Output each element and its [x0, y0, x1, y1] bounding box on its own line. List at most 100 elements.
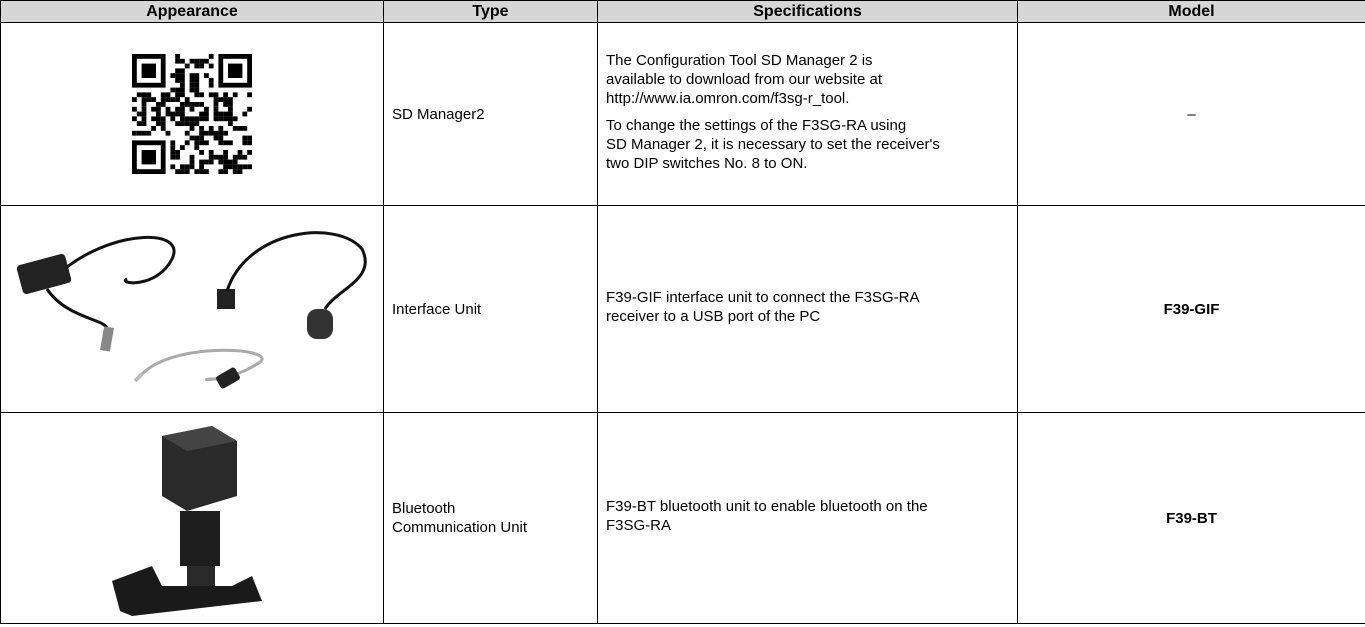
- qr-module: [223, 164, 228, 170]
- spec-paragraph: To change the settings of the F3SG-RA us…: [606, 116, 1009, 173]
- qr-module: [199, 169, 204, 174]
- qr-module: [180, 68, 185, 74]
- qr-module: [199, 130, 204, 136]
- qr-module: [208, 78, 214, 83]
- qr-module: [213, 154, 219, 160]
- qr-module: [136, 111, 142, 117]
- qr-module: [199, 102, 204, 107]
- qr-module: [160, 116, 166, 122]
- qr-module: [247, 140, 252, 146]
- qr-module: [247, 164, 252, 170]
- qr-module: [165, 97, 171, 102]
- qr-module: [170, 116, 176, 122]
- qr-module: [223, 111, 228, 117]
- qr-module: [136, 121, 142, 126]
- qr-module: [223, 92, 228, 98]
- qr-module: [194, 58, 200, 64]
- qr-module: [223, 102, 228, 107]
- qr-module: [189, 87, 195, 93]
- qr-module: [199, 58, 204, 64]
- qr-module: [228, 63, 243, 78]
- qr-module: [156, 102, 161, 107]
- qr-module: [208, 82, 214, 88]
- qr-module: [199, 111, 204, 117]
- qr-module: [180, 78, 185, 83]
- qr-module: [199, 116, 204, 122]
- qr-module: [180, 73, 185, 78]
- qr-module: [199, 92, 204, 98]
- qr-module: [170, 164, 176, 170]
- qr-module: [208, 126, 214, 131]
- qr-module: [228, 116, 233, 122]
- qr-module: [194, 169, 200, 174]
- qr-module: [232, 159, 238, 165]
- qr-module: [175, 169, 180, 174]
- qr-module: [175, 154, 180, 160]
- qr-module: [213, 92, 219, 98]
- qr-module: [218, 159, 224, 165]
- spec-paragraph: The Configuration Tool SD Manager 2 is av…: [606, 51, 1009, 108]
- type-cell: Interface Unit: [383, 205, 598, 413]
- spec-line: F39-GIF interface unit to connect the F3…: [606, 289, 920, 306]
- qr-module: [232, 92, 238, 98]
- spec-line: The Configuration Tool SD Manager 2 is: [606, 52, 873, 69]
- qr-module: [189, 78, 195, 83]
- qr-module: [170, 73, 176, 78]
- qr-module: [204, 73, 209, 78]
- qr-module: [189, 154, 195, 160]
- qr-module: [189, 159, 195, 165]
- qr-module: [160, 126, 166, 131]
- qr-module: [132, 130, 137, 136]
- qr-module: [204, 116, 209, 122]
- qr-module: [170, 150, 176, 155]
- qr-module: [151, 116, 156, 122]
- qr-module: [175, 111, 180, 117]
- qr-module: [180, 111, 185, 117]
- qr-module: [194, 145, 200, 150]
- qr-module: [170, 97, 176, 102]
- qr-module: [194, 78, 200, 83]
- appearance-cell: [0, 22, 384, 206]
- qr-module: [242, 154, 248, 160]
- qr-module: [146, 97, 152, 102]
- qr-module: [189, 82, 195, 88]
- qr-module: [247, 106, 252, 112]
- qr-module: [184, 169, 190, 174]
- qr-module: [184, 130, 190, 136]
- qr-module: [232, 116, 238, 122]
- bluetooth-unit-image: [112, 425, 262, 616]
- qr-module: [184, 140, 190, 146]
- qr-module: [204, 106, 209, 112]
- header-cell: Type: [383, 0, 598, 23]
- type-line: Bluetooth: [392, 500, 456, 517]
- qr-module: [223, 116, 228, 122]
- row: Bluetooth Communication Unit F39-BT bluet…: [0, 412, 1365, 624]
- spec-cell: F39-GIF interface unit to connect the F3…: [597, 205, 1018, 413]
- qr-module: [199, 63, 204, 69]
- qr-module: [165, 92, 171, 98]
- qr-module: [175, 73, 180, 78]
- qr-module: [175, 150, 180, 155]
- header-cell: Appearance: [0, 0, 384, 23]
- qr-module: [232, 126, 238, 131]
- qr-module: [199, 159, 204, 165]
- qr-module: [194, 102, 200, 107]
- qr-module: [228, 140, 233, 146]
- qr-module: [194, 135, 200, 141]
- qr-module: [223, 97, 228, 102]
- qr-module: [165, 111, 171, 117]
- row: SD Manager2 The Configuration Tool SD Ma…: [0, 22, 1365, 206]
- qr-module: [141, 102, 147, 107]
- qr-module: [194, 121, 200, 126]
- qr-module: [180, 169, 185, 174]
- qr-module: [132, 116, 137, 122]
- qr-module: [175, 106, 180, 112]
- qr-module: [213, 130, 219, 136]
- qr-module: [146, 92, 152, 98]
- qr-module: [213, 106, 219, 112]
- qr-module: [218, 116, 224, 122]
- qr-module: [247, 92, 252, 98]
- qr-code: [132, 54, 252, 174]
- qr-module: [189, 121, 195, 126]
